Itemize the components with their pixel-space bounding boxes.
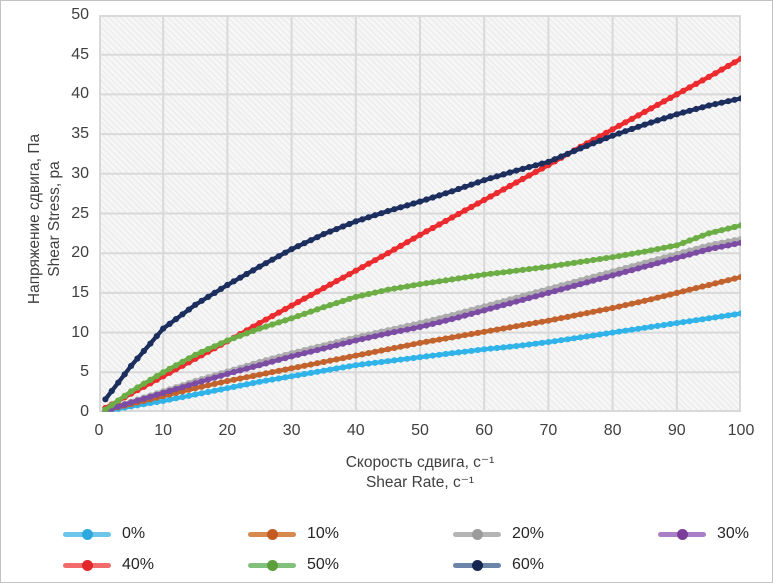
x-tick-label: 100 (727, 422, 755, 439)
plot-border (99, 15, 741, 412)
y-tick-label: 20 (71, 244, 89, 262)
legend-item-40%: 40% (63, 554, 248, 576)
y-axis-title-en: Shear Stress, pa (46, 161, 63, 277)
legend-marker-icon (658, 528, 706, 540)
legend-item-50%: 50% (248, 554, 453, 576)
legend-dot-icon (471, 528, 483, 540)
legend-label: 20% (512, 525, 545, 542)
legend-dot-icon (471, 559, 483, 571)
legend-label: 60% (512, 556, 545, 573)
x-axis-title: Скорость сдвига, с⁻¹ Shear Rate, с⁻¹ (99, 453, 741, 493)
plot-canvas (99, 15, 741, 412)
legend-marker-icon (63, 528, 111, 540)
series-markers-60% (102, 95, 741, 403)
legend-item-30%: 30% (658, 523, 763, 545)
legend-marker-icon (248, 528, 296, 540)
series-markers-50% (102, 222, 741, 412)
series-markers-40% (102, 55, 741, 412)
legend-item-60%: 60% (453, 554, 658, 576)
x-tick-label: 10 (154, 422, 173, 439)
legend-item-0%: 0% (63, 523, 248, 545)
legend-dot-icon (81, 559, 93, 571)
x-tick-label: 80 (603, 422, 622, 439)
x-tick-label: 90 (667, 422, 686, 439)
y-tick-label: 10 (71, 323, 89, 341)
legend-dot-icon (676, 528, 688, 540)
y-axis-title-ru: Напряжение сдвига, Па (26, 133, 43, 305)
x-tick-label: 60 (475, 422, 494, 439)
legend-label: 10% (307, 525, 340, 542)
y-tick-label: 40 (71, 85, 89, 103)
legend-dot-icon (266, 559, 278, 571)
x-tick-label: 0 (94, 422, 104, 439)
y-tick-label: 0 (80, 403, 89, 420)
legend-label: 50% (307, 556, 340, 573)
legend-marker-icon (453, 559, 501, 571)
x-tick-label: 70 (539, 422, 558, 439)
y-tick-label: 50 (71, 6, 89, 23)
y-tick-label: 30 (71, 164, 89, 182)
x-tick-label: 20 (218, 422, 237, 439)
legend-dot-icon (81, 528, 93, 540)
series-markers-10% (102, 273, 741, 412)
y-tick-label: 5 (80, 363, 89, 381)
y-axis-title: Напряжение сдвига, Па Shear Stress, pa (25, 19, 69, 419)
legend-item-10%: 10% (248, 523, 453, 545)
x-axis-title-ru: Скорость сдвига, с⁻¹ (345, 454, 495, 471)
legend-label: 30% (717, 525, 750, 542)
y-tick-label: 15 (71, 283, 89, 301)
legend-dot-icon (266, 528, 278, 540)
x-tick-label: 40 (346, 422, 365, 439)
x-axis-title-en: Shear Rate, с⁻¹ (365, 474, 475, 491)
legend-marker-icon (453, 528, 501, 540)
legend-item-20%: 20% (453, 523, 658, 545)
x-tick-label: 50 (411, 422, 429, 439)
plot-area (99, 15, 741, 412)
y-tick-label: 35 (71, 125, 89, 143)
y-tick-label: 25 (71, 204, 89, 222)
legend-label: 40% (122, 556, 155, 573)
legend-marker-icon (63, 559, 111, 571)
y-tick-label: 45 (71, 45, 89, 63)
series-markers-30% (102, 239, 741, 412)
x-tick-label: 30 (282, 422, 301, 439)
legend-marker-icon (248, 559, 296, 571)
legend-label: 0% (122, 525, 146, 542)
chart-legend: 0% 10% 20% 30% 40% 50% 60% (63, 523, 763, 576)
